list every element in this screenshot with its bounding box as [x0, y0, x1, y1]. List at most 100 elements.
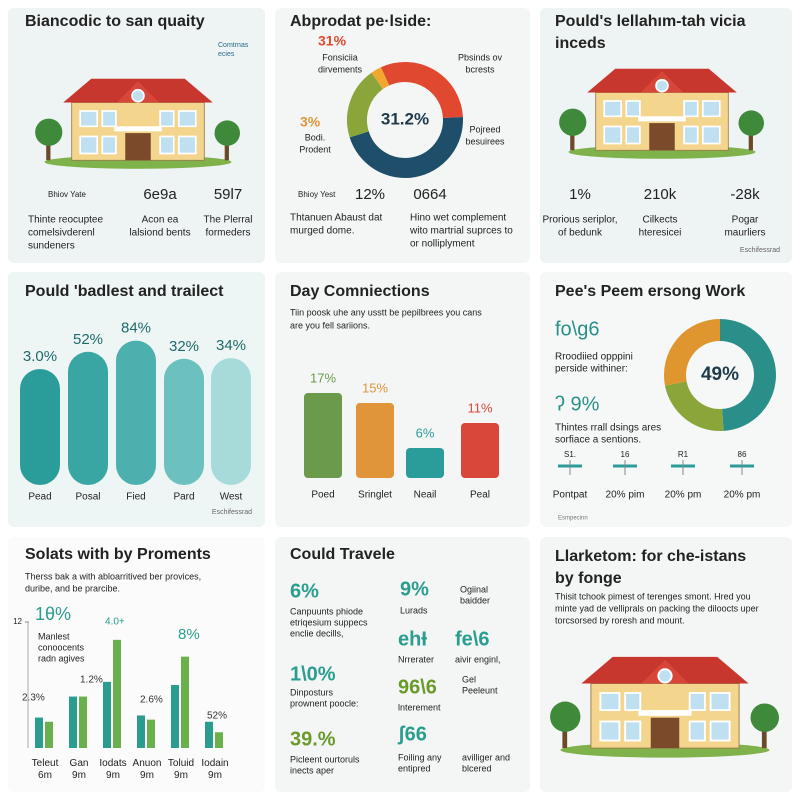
stat-value: 6%	[290, 580, 319, 602]
body-text: of bedunk	[558, 228, 603, 239]
body-text: The Plerral	[204, 215, 253, 226]
stat-value: 31%	[318, 33, 347, 49]
label: Pontpat	[553, 490, 588, 501]
body-text: avilliger and	[462, 752, 510, 762]
body-text: Lurads	[400, 605, 428, 615]
x-tick-label: Pead	[28, 492, 51, 503]
body-text: formeders	[205, 228, 250, 239]
label: S1.	[564, 450, 576, 459]
stat-value: 12%	[355, 186, 385, 203]
panel-title: inceds	[555, 35, 606, 52]
panel-title: Pee's Peem ersong Work	[555, 283, 745, 300]
x-tick-label: Fied	[126, 492, 145, 503]
y-tick-label: 12	[13, 617, 22, 626]
stat-value: 6e9a	[143, 186, 177, 203]
value-label: 11%	[467, 400, 492, 415]
annotation: 2.3%	[22, 693, 45, 704]
body-text: duribe, and be prarcibe.	[25, 583, 120, 593]
body-text: minte yad de velliprals on packing the d…	[555, 603, 759, 613]
body-text: Pbsinds ov	[458, 52, 503, 62]
stat-value: 3%	[300, 114, 321, 130]
body-text: hteresicei	[639, 228, 682, 239]
x-tick-label: Neail	[414, 490, 437, 501]
body-text: Hino wet complement	[410, 213, 506, 224]
bar	[113, 639, 121, 748]
annotation: 52%	[207, 711, 227, 722]
body-text: inects aper	[290, 765, 334, 775]
x-tick-label: Pard	[173, 492, 194, 503]
annotation: 2.6%	[140, 695, 163, 706]
body-text: baidder	[460, 595, 490, 605]
label: 20% pm	[724, 490, 761, 501]
stat-value: ehƗ	[398, 628, 427, 650]
bar	[68, 351, 108, 485]
body-text: wito martrial suprces to	[409, 226, 513, 237]
donut-center-label: 49%	[701, 364, 739, 385]
donut-segment	[719, 319, 776, 431]
value-label: 6%	[416, 425, 435, 440]
body-text: conoocents	[38, 642, 85, 652]
label: 20% pim	[606, 490, 645, 501]
panel-title: Abprodat pe·lside:	[290, 13, 431, 30]
panel-title: Day Comniections	[290, 283, 430, 300]
body-text: murged dome.	[290, 226, 354, 237]
bar	[461, 423, 499, 478]
label: R1	[678, 450, 689, 459]
body-text: Peeleunt	[462, 685, 498, 695]
body-text: Therss bak a with abloarritived ber prov…	[25, 571, 201, 581]
stat-value: fe\6	[455, 628, 489, 650]
value-label: 84%	[121, 320, 151, 337]
bar	[406, 448, 444, 478]
panel-title: Could Travele	[290, 546, 395, 563]
body-text: Comtrnas	[218, 42, 249, 49]
stat-value: 59l7	[214, 186, 242, 203]
label: 16	[621, 450, 630, 459]
bar	[116, 340, 156, 485]
bar	[356, 403, 394, 478]
panel-title: Solats with by Proments	[25, 546, 211, 563]
bar	[304, 393, 342, 478]
bar	[147, 719, 155, 748]
x-tick-label: Poed	[311, 490, 334, 501]
body-text: Thinte reocuptee	[28, 215, 103, 226]
x-tick-label: Peal	[470, 490, 490, 501]
footer: Esmpecinn	[558, 516, 588, 522]
annotation: 8%	[178, 626, 200, 643]
bar	[205, 721, 213, 748]
body-text: Ogiinal	[460, 584, 488, 594]
body-text: Cilkects	[642, 215, 677, 226]
panel-title: Pould 'badlest and trailect	[25, 283, 224, 300]
donut-segment	[371, 67, 390, 90]
body-text: Canpuunts phiode	[290, 606, 363, 616]
body-text: comelsivderenl	[28, 228, 95, 239]
body-text: etriqesium suppecs	[290, 617, 368, 627]
stat-value: 9%	[400, 578, 429, 600]
body-text: aivir enginl,	[455, 654, 501, 664]
footer: Eschifessrad	[212, 509, 252, 516]
body-text: Thisit tchook pimest of terenges smont. …	[555, 591, 751, 601]
badge: Bhiov Yate	[48, 190, 87, 199]
panel-title: by fonge	[555, 570, 622, 587]
bar	[103, 681, 111, 748]
body-text: Thtanuen Abaust dat	[290, 213, 383, 224]
body-text: Acon ea	[142, 215, 179, 226]
x-tick-label: Anuon 9m	[133, 758, 162, 781]
bar	[35, 717, 43, 748]
body-text: perside withiner:	[555, 364, 628, 375]
body-text: sorfiace a sentions.	[555, 435, 641, 446]
body-text: Gel	[462, 674, 476, 684]
donut-segment	[664, 380, 724, 431]
body-text: torcsorsed by roresh and mount.	[555, 615, 685, 625]
body-text: blcered	[462, 763, 492, 773]
stat-value: 96\6	[398, 676, 437, 698]
footer: Eschifessrad	[740, 247, 780, 254]
body-text: Dinposturs	[290, 687, 334, 697]
body-text: Prodent	[299, 144, 331, 154]
body-text: sundeners	[28, 241, 75, 252]
x-tick-label: Teleut 6m	[32, 758, 59, 781]
donut-center-label: 31.2%	[381, 109, 429, 128]
bar	[164, 358, 204, 485]
body-text: lnterement	[398, 702, 441, 712]
body-text: Nrrerater	[398, 654, 434, 664]
bar	[137, 715, 145, 748]
